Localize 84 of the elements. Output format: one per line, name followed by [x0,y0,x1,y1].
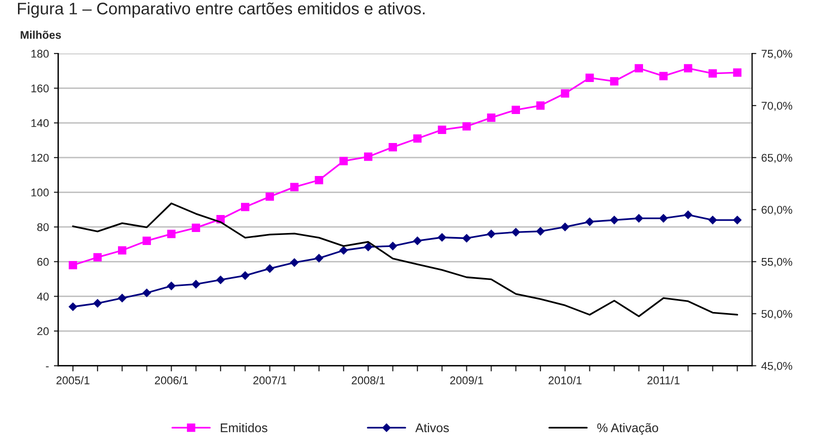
point [684,210,692,219]
x-tick-label: 2006/1 [154,376,188,384]
point [241,202,250,212]
point [93,253,102,262]
x-tick-label: 2007/1 [253,376,286,384]
point [142,288,151,298]
point [118,294,126,302]
point [192,280,200,288]
point [364,242,372,252]
point [634,64,644,72]
point [733,68,742,77]
point [167,282,176,290]
chart-title: Figura 1 – Comparativo entre cartões emitidos e ativos. [18,2,425,18]
x-tick-label: 2010/1 [548,376,582,384]
x-tick-label: 2011/1 [647,376,680,384]
point [290,182,299,192]
y-tick-label: 180 [31,50,49,58]
point [708,216,717,224]
point [610,216,618,224]
point [487,114,496,122]
point [68,302,78,311]
point [462,234,471,242]
y-tick-label: 40 [37,292,49,300]
legend-label: % Ativação [597,423,658,435]
y2-tick-label: 65,0% [762,154,792,164]
point [586,218,594,226]
point [167,230,176,238]
y2-tick-label: 60,0% [762,206,792,216]
point [388,143,397,152]
x-tick-label: 2005/1 [56,376,90,384]
legend-label: Ativos [415,423,449,432]
point [560,89,570,98]
point [438,233,446,242]
y-tick-label: 80 [37,223,49,232]
point [659,214,668,222]
y-tick-label: 60 [37,258,49,266]
point [659,72,668,80]
point [93,299,102,308]
point [266,192,274,201]
y-tick-label: 120 [31,154,49,162]
point [339,246,348,255]
point [241,271,250,280]
y2-tick-label: 50,0% [762,310,792,320]
y-tick-label: 140 [31,119,49,128]
point [266,264,274,273]
legend-label: Emitidos [220,423,268,432]
y-tick-label: 100 [31,188,49,196]
point [216,276,225,284]
point [413,134,422,143]
point [634,214,643,222]
y-tick-label: 20 [37,327,49,336]
y2-tick-label: 45,0% [761,362,792,372]
point [339,156,348,166]
point [560,222,570,232]
y2-tick-label: 75,0% [762,50,792,59]
point [142,236,151,246]
point [290,258,299,267]
point [118,246,126,255]
x-tick-label: 2009/1 [450,376,484,384]
point [388,242,397,250]
point [536,101,545,110]
x-tick-label: 2008/1 [352,376,385,384]
point [438,126,446,134]
y-axis-title: Milhões [20,30,61,39]
point [364,152,372,161]
point [314,254,324,262]
y2-tick-label: 55,0% [762,258,792,268]
point [512,228,520,236]
point [413,236,422,245]
point [314,176,324,184]
y-tick-label: 160 [31,84,49,92]
y-tick-label: - [46,366,49,368]
point [512,106,520,114]
y2-tick-label: 70,0% [762,102,792,111]
point [192,224,200,232]
point [536,227,545,236]
point [462,122,471,131]
point [733,216,742,224]
point [487,230,496,238]
point [708,69,717,78]
point [610,77,618,86]
point [585,74,594,82]
point [68,260,78,270]
point [684,64,692,72]
